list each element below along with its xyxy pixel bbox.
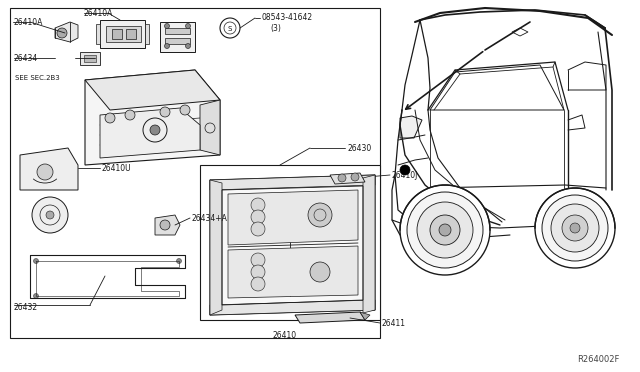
Circle shape — [186, 44, 191, 48]
Circle shape — [308, 203, 332, 227]
Polygon shape — [363, 175, 375, 313]
Circle shape — [439, 224, 451, 236]
Polygon shape — [85, 70, 220, 110]
Polygon shape — [200, 100, 220, 155]
Circle shape — [180, 105, 190, 115]
Text: 26411: 26411 — [382, 318, 406, 327]
Circle shape — [430, 215, 460, 245]
Text: 26410U: 26410U — [102, 164, 132, 173]
Text: R264002F: R264002F — [578, 356, 620, 365]
Circle shape — [164, 23, 170, 29]
Text: 26410A: 26410A — [13, 17, 42, 26]
Circle shape — [351, 173, 359, 181]
Polygon shape — [160, 22, 195, 52]
Polygon shape — [400, 116, 422, 138]
Circle shape — [33, 259, 38, 263]
Polygon shape — [360, 312, 370, 320]
Polygon shape — [512, 28, 528, 36]
Circle shape — [57, 28, 67, 38]
Bar — [200, 165, 380, 320]
Polygon shape — [330, 173, 365, 184]
Circle shape — [570, 223, 580, 233]
Circle shape — [46, 211, 54, 219]
Polygon shape — [210, 180, 222, 315]
Bar — [412, 228, 432, 240]
Circle shape — [251, 277, 265, 291]
Circle shape — [551, 204, 599, 252]
Text: (3): (3) — [270, 23, 281, 32]
Text: 08543-41642: 08543-41642 — [262, 13, 313, 22]
Polygon shape — [228, 190, 358, 245]
Circle shape — [186, 23, 191, 29]
Polygon shape — [96, 24, 100, 44]
Circle shape — [251, 210, 265, 224]
Text: 26432: 26432 — [14, 304, 38, 312]
Circle shape — [562, 215, 588, 241]
Text: 26410: 26410 — [273, 330, 297, 340]
Circle shape — [164, 44, 170, 48]
Circle shape — [251, 265, 265, 279]
Polygon shape — [210, 175, 375, 190]
Circle shape — [251, 253, 265, 267]
Circle shape — [310, 262, 330, 282]
Circle shape — [160, 220, 170, 230]
Circle shape — [417, 202, 473, 258]
Polygon shape — [85, 70, 220, 165]
Circle shape — [177, 259, 182, 263]
Circle shape — [160, 107, 170, 117]
Text: 26410A: 26410A — [84, 9, 113, 17]
Circle shape — [400, 185, 490, 275]
Polygon shape — [100, 20, 145, 48]
Circle shape — [33, 294, 38, 298]
Polygon shape — [145, 24, 149, 44]
Text: 26410J: 26410J — [392, 170, 419, 180]
Circle shape — [37, 164, 53, 180]
Circle shape — [125, 110, 135, 120]
Polygon shape — [155, 215, 180, 235]
Circle shape — [150, 125, 160, 135]
Bar — [10, 8, 380, 338]
Polygon shape — [210, 175, 375, 315]
Polygon shape — [295, 312, 365, 323]
Circle shape — [251, 198, 265, 212]
Bar — [106, 26, 141, 42]
Text: 26430: 26430 — [347, 144, 371, 153]
Polygon shape — [228, 246, 358, 298]
Polygon shape — [165, 38, 190, 44]
Circle shape — [535, 188, 615, 268]
Bar — [84, 55, 96, 62]
Text: S: S — [228, 26, 232, 32]
Polygon shape — [100, 108, 200, 158]
Polygon shape — [55, 22, 78, 42]
Circle shape — [400, 165, 410, 175]
Text: SEE SEC.2B3: SEE SEC.2B3 — [15, 75, 60, 81]
Circle shape — [251, 222, 265, 236]
Bar — [126, 29, 136, 39]
Polygon shape — [80, 52, 100, 65]
Circle shape — [32, 197, 68, 233]
Circle shape — [338, 174, 346, 182]
Circle shape — [105, 113, 115, 123]
Text: 26434+A: 26434+A — [192, 214, 228, 222]
Bar — [112, 29, 122, 39]
Polygon shape — [165, 28, 190, 34]
Circle shape — [542, 195, 608, 261]
Text: 26434: 26434 — [14, 54, 38, 62]
Polygon shape — [210, 300, 375, 315]
Polygon shape — [20, 148, 78, 190]
Circle shape — [407, 192, 483, 268]
